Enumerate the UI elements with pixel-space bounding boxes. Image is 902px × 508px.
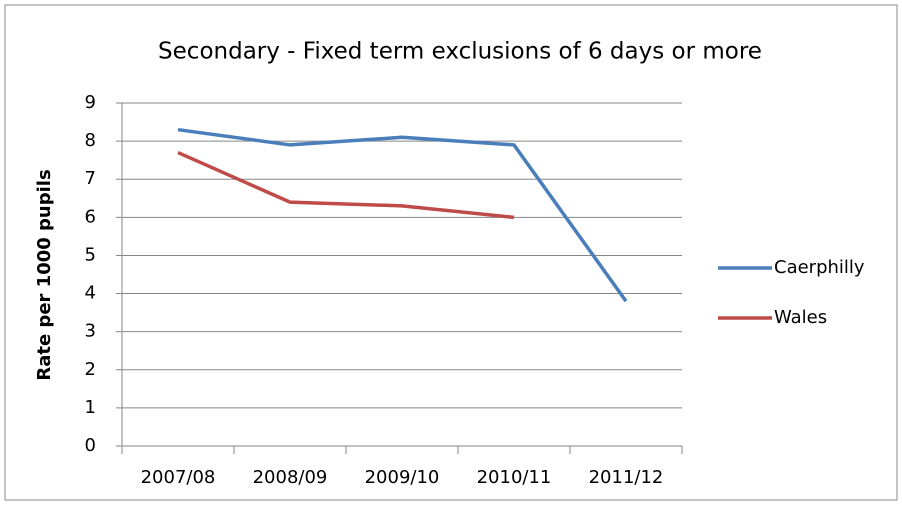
chart-title: Secondary - Fixed term exclusions of 6 d…: [158, 39, 762, 65]
x-tick-label: 2010/11: [477, 467, 552, 488]
y-tick-label: 8: [85, 130, 96, 151]
x-tick-label: 2008/09: [253, 467, 328, 488]
y-tick-label: 1: [85, 397, 96, 418]
y-tick-label: 5: [85, 244, 96, 265]
legend-label: Wales: [774, 307, 827, 328]
y-tick-label: 0: [85, 435, 96, 456]
y-tick-label: 7: [85, 168, 96, 189]
y-tick-label: 2: [85, 359, 96, 380]
x-tick-label: 2011/12: [589, 467, 664, 488]
y-tick-label: 6: [85, 206, 96, 227]
chart-border: [4, 4, 898, 501]
x-tick-label: 2007/08: [141, 467, 216, 488]
y-axis-label: Rate per 1000 pupils: [34, 169, 55, 380]
x-tick-label: 2009/10: [365, 467, 440, 488]
y-tick-label: 4: [85, 283, 96, 304]
y-tick-label: 9: [85, 92, 96, 113]
legend-label: Caerphilly: [774, 257, 865, 278]
series-line: [177, 150, 515, 220]
series-line: [177, 127, 628, 303]
y-tick-label: 3: [85, 321, 96, 342]
